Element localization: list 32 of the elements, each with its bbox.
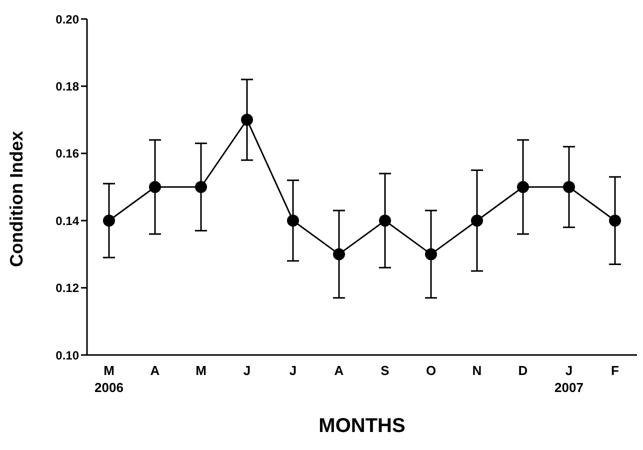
point bbox=[241, 114, 253, 126]
point bbox=[563, 181, 575, 193]
point bbox=[425, 248, 437, 260]
x-tick-label: F bbox=[611, 363, 620, 378]
point bbox=[195, 181, 207, 193]
point bbox=[517, 181, 529, 193]
x-tick-label: J bbox=[289, 363, 297, 378]
point bbox=[149, 181, 161, 193]
x-tick-label: M 2006 bbox=[94, 363, 124, 395]
y-tick-label: 0.18 bbox=[56, 79, 80, 94]
y-tick-label: 0.20 bbox=[56, 12, 80, 26]
x-tick-label: S bbox=[380, 363, 390, 378]
y-axis-title: Condition Index bbox=[6, 131, 26, 267]
point bbox=[287, 214, 299, 227]
y-tick-label: 0.12 bbox=[56, 281, 80, 296]
point bbox=[609, 214, 621, 227]
point bbox=[333, 248, 345, 260]
point bbox=[103, 214, 115, 227]
y-tick-label: 0.10 bbox=[56, 348, 80, 362]
y-tick-label: 0.16 bbox=[56, 146, 80, 161]
x-tick-label: A bbox=[150, 363, 160, 378]
x-tick-label: D bbox=[518, 363, 528, 378]
point bbox=[471, 214, 483, 227]
x-tick-label: N bbox=[472, 363, 482, 378]
x-tick-label: A bbox=[334, 363, 344, 378]
x-tick-label: M bbox=[196, 363, 206, 378]
y-tick-label: 0.14 bbox=[56, 214, 80, 228]
x-tick-label: O bbox=[426, 363, 436, 378]
point bbox=[379, 214, 391, 227]
x-tick-label: J 2007 bbox=[554, 363, 584, 395]
x-tick-label: J bbox=[243, 363, 251, 378]
x-axis-title: MONTHS bbox=[318, 415, 406, 437]
